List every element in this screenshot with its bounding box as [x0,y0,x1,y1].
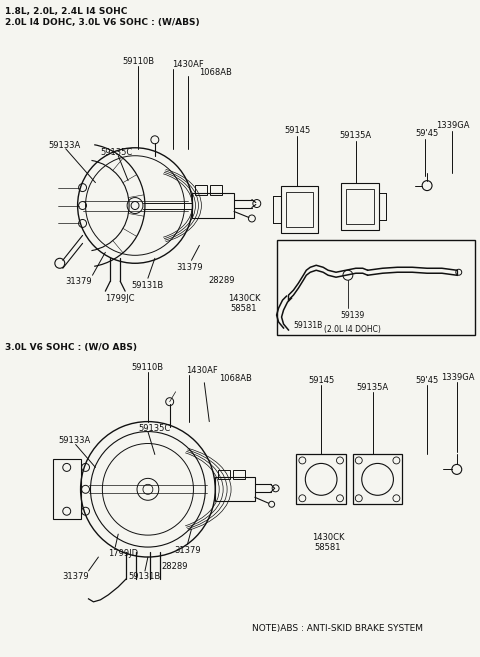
Text: 1430AF: 1430AF [172,60,204,68]
Bar [195,185,207,194]
Bar [192,193,234,219]
Text: 59133A: 59133A [59,436,91,445]
Text: 1068AB: 1068AB [199,68,232,77]
Text: 1068AB: 1068AB [219,374,252,383]
Text: 1339GA: 1339GA [436,122,469,130]
Bar [281,186,318,233]
Text: 3.0L V6 SOHC : (W/O ABS): 3.0L V6 SOHC : (W/O ABS) [5,344,137,352]
Bar [53,459,81,519]
Text: 1339GA: 1339GA [441,373,475,382]
Bar [210,185,222,194]
Text: 59'45: 59'45 [416,376,439,385]
Text: 1799JC: 1799JC [106,294,135,303]
Text: 59135C: 59135C [138,424,170,433]
Text: (2.0L I4 DOHC): (2.0L I4 DOHC) [324,325,381,334]
Bar [215,478,255,501]
Bar [297,455,346,505]
Bar [233,470,245,480]
Text: 1430AF: 1430AF [187,367,218,375]
Text: 59131B: 59131B [129,572,161,581]
Bar [346,189,373,225]
Text: 31379: 31379 [65,277,92,286]
Text: 58581: 58581 [315,543,341,552]
Text: 31379: 31379 [176,263,203,272]
Text: 59110B: 59110B [132,363,164,373]
Bar [276,240,475,335]
Text: 28289: 28289 [161,562,188,572]
Text: 1799JD: 1799JD [108,549,138,558]
Text: 1430CK: 1430CK [228,294,260,303]
Text: 2.0L I4 DOHC, 3.0L V6 SOHC : (W/ABS): 2.0L I4 DOHC, 3.0L V6 SOHC : (W/ABS) [5,18,200,27]
Text: 1430CK: 1430CK [312,533,344,541]
Text: 58581: 58581 [231,304,257,313]
Bar [218,470,230,480]
Text: 59135A: 59135A [340,131,372,141]
Text: 59139: 59139 [341,311,365,319]
Text: 59135C: 59135C [100,148,132,157]
Text: 59131B: 59131B [294,321,323,330]
Text: 31379: 31379 [62,572,89,581]
Text: NOTE)ABS : ANTI-SKID BRAKE SYSTEM: NOTE)ABS : ANTI-SKID BRAKE SYSTEM [252,624,423,633]
Bar [341,183,379,231]
Bar [286,192,313,227]
Text: 59133A: 59133A [48,141,80,150]
Text: 59131B: 59131B [132,281,164,290]
Text: 1.8L, 2.0L, 2.4L I4 SOHC: 1.8L, 2.0L, 2.4L I4 SOHC [5,7,128,16]
Text: 28289: 28289 [208,276,234,284]
Text: 59110B: 59110B [122,57,154,66]
Text: 59145: 59145 [284,126,311,135]
Bar [353,455,402,505]
Text: 59145: 59145 [308,376,334,385]
Text: 59135A: 59135A [357,383,389,392]
Text: 59'45: 59'45 [416,129,439,139]
Text: 31379: 31379 [174,545,201,555]
